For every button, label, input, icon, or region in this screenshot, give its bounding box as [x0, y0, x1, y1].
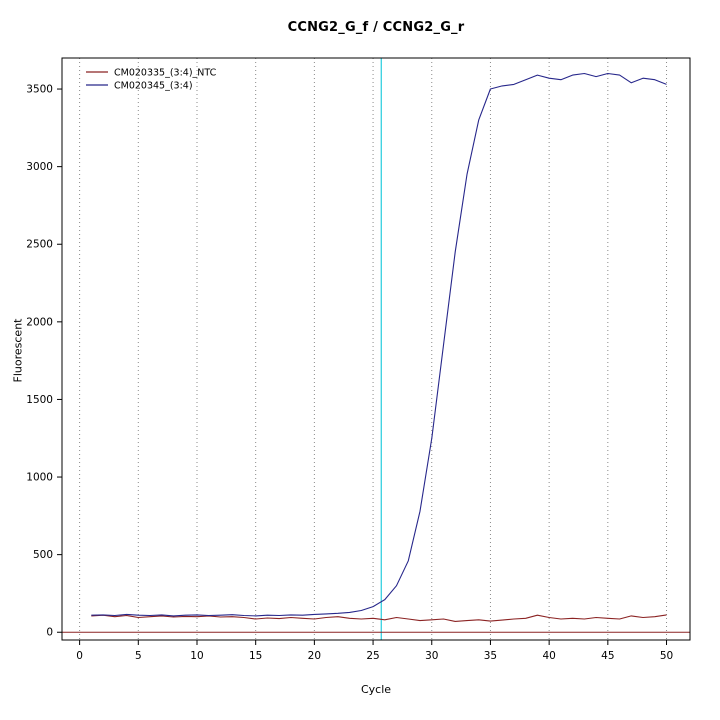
legend: CM020335_(3:4)_NTC CM020345_(3:4)	[86, 68, 217, 92]
svg-text:20: 20	[308, 650, 321, 662]
series-line-1	[91, 72, 667, 617]
y-axis: 0 500 1000 1500 2000 2500 3000 3500	[26, 84, 62, 639]
legend-label: CM020345_(3:4)	[114, 81, 193, 92]
svg-text:45: 45	[601, 650, 614, 662]
svg-text:1000: 1000	[26, 472, 53, 484]
svg-text:2500: 2500	[26, 239, 53, 251]
svg-text:1500: 1500	[26, 394, 53, 406]
svg-text:0: 0	[46, 627, 53, 639]
svg-text:0: 0	[76, 650, 83, 662]
svg-text:500: 500	[33, 549, 53, 561]
svg-text:3000: 3000	[26, 161, 53, 173]
svg-text:2000: 2000	[26, 316, 53, 328]
plot-box	[61, 57, 691, 641]
svg-text:25: 25	[366, 650, 379, 662]
svg-text:3500: 3500	[26, 84, 53, 96]
svg-text:15: 15	[249, 650, 262, 662]
svg-text:35: 35	[484, 650, 497, 662]
svg-text:40: 40	[542, 650, 555, 662]
legend-label: CM020335_(3:4)_NTC	[114, 68, 217, 79]
series-line-0	[91, 614, 667, 622]
x-axis: 0 5 10 15 20 25 30 35 40 45 50	[76, 640, 673, 662]
x-axis-label: Cycle	[360, 683, 392, 696]
svg-text:30: 30	[425, 650, 438, 662]
svg-text:50: 50	[660, 650, 673, 662]
svg-text:5: 5	[135, 650, 142, 662]
chart-title: CCNG2_G_f / CCNG2_G_r	[287, 20, 465, 35]
svg-text:10: 10	[190, 650, 203, 662]
gridlines	[79, 58, 668, 640]
